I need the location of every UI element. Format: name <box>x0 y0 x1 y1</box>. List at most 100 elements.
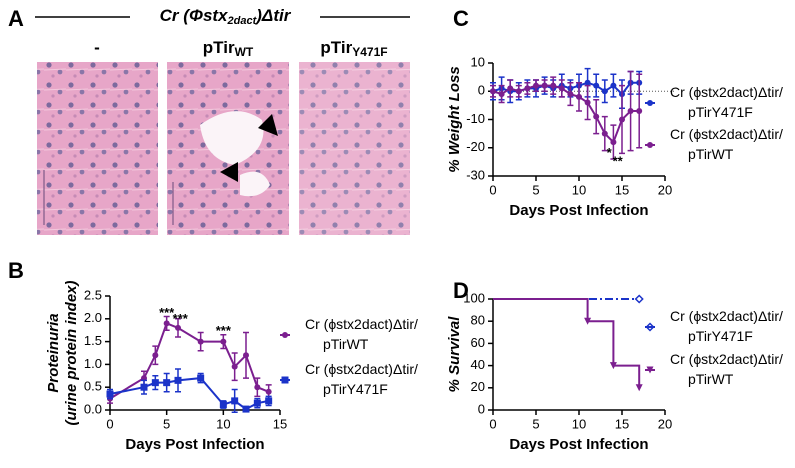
marker <box>231 397 239 405</box>
y-tick-label: 0.5 <box>84 379 102 394</box>
marker <box>601 130 608 137</box>
y-tick-label: 1.5 <box>84 333 102 348</box>
legend-label: Cr (ϕstx2dact)Δtir/pTirY471F <box>305 361 418 397</box>
marker <box>106 390 114 398</box>
legend-line: pTirY471F <box>688 104 753 120</box>
series-line <box>109 322 270 400</box>
legend-line: Cr (ϕstx2dact)Δtir/ <box>305 361 418 377</box>
annotation: * <box>607 145 613 160</box>
marker <box>609 362 617 370</box>
y-tick-label: -30 <box>466 167 485 182</box>
image-label: - <box>94 38 100 57</box>
x-tick-label: 5 <box>532 182 539 197</box>
series-line <box>109 377 269 411</box>
y-tick-label: 0.0 <box>84 401 102 416</box>
arrowhead <box>220 162 238 182</box>
y-tick-label: 20 <box>471 379 485 394</box>
marker <box>197 338 204 345</box>
marker <box>163 320 170 327</box>
x-tick-label: 20 <box>658 416 672 431</box>
marker <box>197 374 205 382</box>
marker <box>219 401 227 409</box>
legend-label: Cr (ϕstx2dact)Δtir/pTirY471F <box>670 84 783 120</box>
x-tick-label: 15 <box>615 182 629 197</box>
y-tick-label: -10 <box>466 111 485 126</box>
arrowhead <box>258 114 278 136</box>
y-tick-label: 2.0 <box>84 310 102 325</box>
legend-line: Cr (ϕstx2dact)Δtir/ <box>670 351 783 367</box>
marker <box>558 85 565 92</box>
legend-line: Cr (ϕstx2dact)Δtir/ <box>670 126 783 142</box>
marker <box>584 79 591 86</box>
y-tick-label: -20 <box>466 139 485 154</box>
legend-line: Cr (ϕstx2dact)Δtir/ <box>305 316 418 332</box>
legend-line: pTirWT <box>323 336 369 352</box>
marker <box>243 352 249 359</box>
annotation: *** <box>216 323 232 338</box>
x-tick-label: 15 <box>615 416 629 431</box>
marker <box>635 384 643 392</box>
y-tick-label: 40 <box>471 357 485 372</box>
y-tick-label: 2.5 <box>84 287 102 302</box>
marker <box>610 82 617 89</box>
x-axis-title: Days Post Infection <box>125 436 264 453</box>
marker <box>533 82 539 89</box>
panel-label: D <box>453 278 469 303</box>
marker <box>253 399 261 407</box>
marker <box>634 294 644 304</box>
x-axis-title: Days Post Infection <box>509 202 648 219</box>
y-tick-label: 100 <box>463 290 485 305</box>
marker <box>627 108 634 115</box>
histology-image <box>37 62 158 235</box>
y-tick-label: 10 <box>471 54 485 69</box>
marker <box>507 85 514 92</box>
marker <box>498 91 505 98</box>
marker <box>576 93 582 100</box>
marker <box>541 82 548 89</box>
y-axis-title: % Survival <box>446 316 463 393</box>
x-tick-label: 10 <box>572 182 586 197</box>
marker <box>593 82 600 89</box>
annotation: *** <box>159 305 175 320</box>
marker <box>140 383 148 391</box>
y-tick-label: 0 <box>478 83 485 98</box>
marker <box>619 116 625 123</box>
marker <box>163 379 171 387</box>
x-tick-label: 5 <box>163 416 170 431</box>
x-tick-label: 20 <box>658 182 672 197</box>
marker <box>550 82 557 89</box>
marker <box>593 113 600 120</box>
panel-label: A <box>8 6 24 31</box>
marker <box>567 91 574 98</box>
legend-line: Cr (ϕstx2dact)Δtir/ <box>670 308 783 324</box>
y-axis-title: % Weight Loss <box>446 66 463 172</box>
marker <box>584 317 592 325</box>
histology-image <box>299 62 410 235</box>
x-tick-label: 0 <box>106 416 113 431</box>
y-tick-label: 80 <box>471 313 485 328</box>
panel-label: C <box>453 6 469 31</box>
legend-label: Cr (ϕstx2dact)Δtir/pTirY471F <box>670 308 783 344</box>
marker <box>524 85 531 92</box>
x-tick-label: 0 <box>489 416 496 431</box>
marker <box>636 108 643 115</box>
legend-label: Cr (ϕstx2dact)Δtir/pTirWT <box>305 316 418 352</box>
marker <box>490 88 496 95</box>
panel-label: B <box>8 258 24 283</box>
annotation: *** <box>173 311 189 326</box>
x-tick-label: 0 <box>489 182 496 197</box>
legend-line: pTirY471F <box>688 328 753 344</box>
x-axis-title: Days Post Infection <box>509 436 648 453</box>
marker <box>515 88 522 95</box>
marker <box>242 405 250 413</box>
legend-line: pTirWT <box>688 371 734 387</box>
x-tick-label: 10 <box>572 416 586 431</box>
marker <box>174 376 182 384</box>
y-tick-label: 0 <box>478 401 485 416</box>
y-axis-title: Proteinuria <box>45 313 62 392</box>
lesion <box>200 111 270 197</box>
x-tick-label: 10 <box>216 416 230 431</box>
marker <box>151 379 159 387</box>
legend-line: pTirWT <box>688 146 734 162</box>
